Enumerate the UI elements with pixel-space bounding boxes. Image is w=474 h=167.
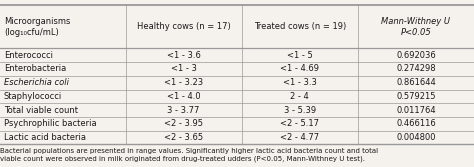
- Text: <1 - 3: <1 - 3: [171, 64, 197, 73]
- Text: 3 - 3.77: 3 - 3.77: [167, 106, 200, 115]
- Text: Total viable count: Total viable count: [4, 106, 78, 115]
- Text: <1 - 3.6: <1 - 3.6: [167, 51, 201, 60]
- Text: Escherichia coli: Escherichia coli: [4, 78, 69, 87]
- Text: 2 - 4: 2 - 4: [291, 92, 309, 101]
- Text: Psychrophilic bacteria: Psychrophilic bacteria: [4, 119, 96, 128]
- Text: <1 - 3.3: <1 - 3.3: [283, 78, 317, 87]
- Text: Microorganisms
(log₁₀cfu/mL): Microorganisms (log₁₀cfu/mL): [4, 17, 70, 37]
- Text: <2 - 5.17: <2 - 5.17: [280, 119, 319, 128]
- Text: <1 - 3.23: <1 - 3.23: [164, 78, 203, 87]
- Text: 0.274298: 0.274298: [396, 64, 436, 73]
- Text: <2 - 3.65: <2 - 3.65: [164, 133, 203, 142]
- Text: Bacterial populations are presented in range values. Significantly higher lactic: Bacterial populations are presented in r…: [0, 148, 378, 162]
- Text: 0.466116: 0.466116: [396, 119, 436, 128]
- Text: <1 - 5: <1 - 5: [287, 51, 313, 60]
- Text: Enterococci: Enterococci: [4, 51, 53, 60]
- Text: 3 - 5.39: 3 - 5.39: [284, 106, 316, 115]
- Text: 0.579215: 0.579215: [396, 92, 436, 101]
- Text: <1 - 4.69: <1 - 4.69: [280, 64, 319, 73]
- Text: <1 - 4.0: <1 - 4.0: [167, 92, 201, 101]
- Text: Mann-Withney U
P<0.05: Mann-Withney U P<0.05: [382, 17, 450, 37]
- Text: Healthy cows (n = 17): Healthy cows (n = 17): [137, 22, 230, 31]
- Text: Enterobacteria: Enterobacteria: [4, 64, 66, 73]
- Text: Staphylococci: Staphylococci: [4, 92, 62, 101]
- Text: 0.011764: 0.011764: [396, 106, 436, 115]
- Text: <2 - 4.77: <2 - 4.77: [280, 133, 319, 142]
- Text: <2 - 3.95: <2 - 3.95: [164, 119, 203, 128]
- Text: Treated cows (n = 19): Treated cows (n = 19): [254, 22, 346, 31]
- Text: 0.692036: 0.692036: [396, 51, 436, 60]
- Text: 0.861644: 0.861644: [396, 78, 436, 87]
- Text: Lactic acid bacteria: Lactic acid bacteria: [4, 133, 86, 142]
- Text: 0.004800: 0.004800: [396, 133, 436, 142]
